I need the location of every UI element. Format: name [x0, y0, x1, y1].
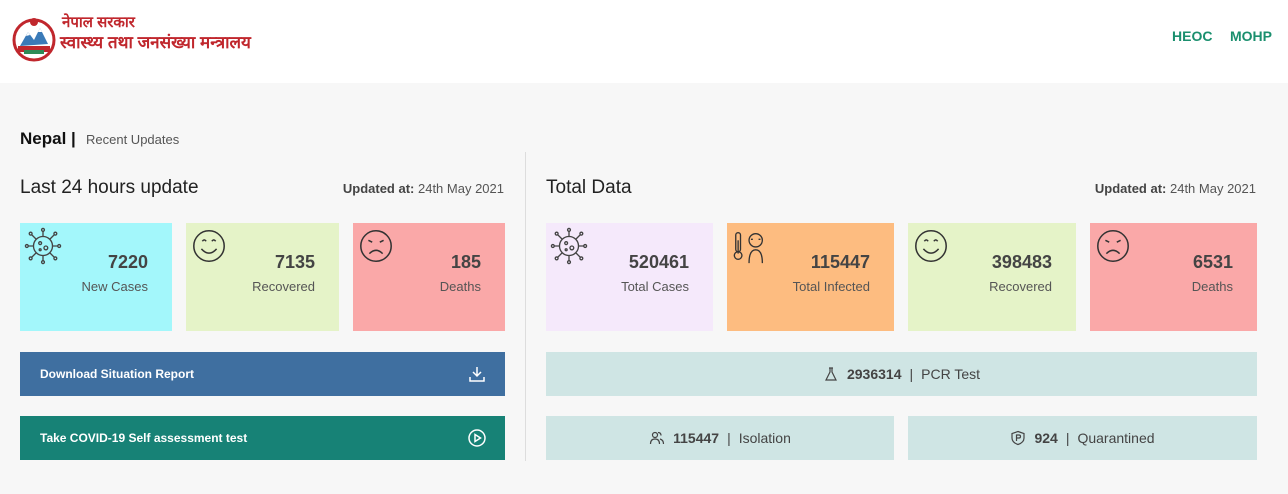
deaths-24h-label: Deaths: [439, 279, 481, 294]
total-infected-label: Total Infected: [792, 279, 870, 294]
total-cases-label: Total Cases: [621, 279, 689, 294]
smiley-icon: [193, 230, 225, 262]
people-icon: [650, 431, 665, 445]
total-deaths-label: Deaths: [1191, 279, 1233, 294]
quarantined-value: 924: [1034, 430, 1058, 446]
total-infected-card: 115447 Total Infected: [727, 223, 894, 331]
new-cases-label: New Cases: [81, 279, 148, 294]
pcr-test-label: PCR Test: [921, 366, 981, 382]
quarantined-stat: 924 | Quarantined: [908, 416, 1257, 460]
recovered-24h-value: 7135: [274, 252, 315, 272]
nav-link-mohp[interactable]: MOHP: [1230, 28, 1272, 44]
self-assessment-button[interactable]: Take COVID-19 Self assessment test: [20, 416, 505, 460]
quarantined-label: Quarantined: [1077, 430, 1155, 446]
total-recovered-label: Recovered: [989, 279, 1052, 294]
deaths-24h-value: 185: [450, 252, 481, 272]
isolation-separator: |: [727, 430, 731, 446]
quarantined-separator: |: [1065, 430, 1070, 446]
total-deaths-value: 6531: [1192, 252, 1233, 272]
pcr-test-stat: 2936314 | PCR Test: [546, 352, 1257, 396]
virus-icon: [24, 227, 62, 265]
play-circle-icon: [468, 429, 486, 447]
download-situation-report-button[interactable]: Download Situation Report: [20, 352, 505, 396]
ministry-logo[interactable]: नेपाल सरकार स्वास्थ्य तथा जनसंख्या मन्त्…: [10, 14, 251, 62]
total-updated-value: 24th May 2021: [1169, 181, 1256, 196]
total-data-title: Total Data: [546, 177, 632, 198]
pcr-test-separator: |: [909, 366, 914, 382]
total-updated: Updated at: 24th May 2021: [1095, 181, 1256, 196]
last24-updated: Updated at: 24th May 2021: [343, 181, 504, 196]
sad-face-icon: [1097, 230, 1129, 262]
recovered-24h-card: 7135 Recovered: [186, 223, 339, 331]
total-updated-label: Updated at:: [1094, 181, 1167, 196]
fever-icon: [733, 232, 764, 264]
section-divider: [525, 152, 526, 461]
shield-icon: [1011, 430, 1026, 446]
flask-icon: [825, 367, 837, 381]
total-recovered-value: 398483: [991, 252, 1052, 272]
country-heading: Nepal |: [20, 129, 76, 148]
last24-title: Last 24 hours update: [20, 177, 199, 198]
nav-link-heoc[interactable]: HEOC: [1172, 28, 1213, 44]
nepal-emblem-icon: [12, 18, 56, 62]
sad-face-icon: [360, 230, 392, 262]
download-button-label: Download Situation Report: [40, 367, 194, 381]
download-icon: [469, 367, 485, 382]
total-recovered-card: 398483 Recovered: [908, 223, 1076, 331]
last24-updated-label: Updated at:: [342, 181, 415, 196]
recent-updates-label: Recent Updates: [86, 132, 180, 147]
self-assessment-label: Take COVID-19 Self assessment test: [40, 431, 248, 445]
logo-text-line1: नेपाल सरकार: [62, 14, 135, 31]
isolation-label: Isolation: [738, 430, 791, 446]
isolation-value: 115447: [673, 430, 720, 446]
new-cases-value: 7220: [107, 252, 148, 272]
total-deaths-card: 6531 Deaths: [1090, 223, 1257, 331]
new-cases-card: 7220 New Cases: [20, 223, 172, 331]
isolation-stat: 115447 | Isolation: [546, 416, 894, 460]
recovered-24h-label: Recovered: [252, 279, 315, 294]
last24-updated-value: 24th May 2021: [417, 181, 504, 196]
deaths-24h-card: 185 Deaths: [353, 223, 505, 331]
total-infected-value: 115447: [810, 252, 870, 272]
smiley-icon: [915, 230, 947, 262]
total-cases-card: 520461 Total Cases: [546, 223, 713, 331]
site-header: नेपाल सरकार स्वास्थ्य तथा जनसंख्या मन्त्…: [0, 0, 1288, 83]
pcr-test-value: 2936314: [846, 366, 902, 382]
virus-icon: [550, 227, 588, 265]
logo-text-line2: स्वास्थ्य तथा जनसंख्या मन्त्रालय: [60, 33, 251, 52]
total-cases-value: 520461: [628, 252, 689, 272]
